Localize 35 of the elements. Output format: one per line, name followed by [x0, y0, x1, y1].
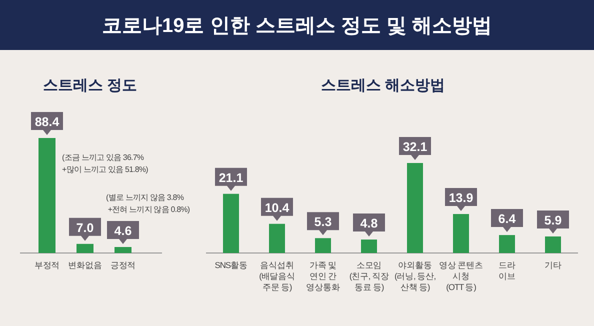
x-tick-label: 기타: [544, 260, 562, 270]
annotation: (조금 느끼고 있음 36.7% +많이 느끼고 있음 51.8%): [62, 153, 149, 174]
x-tick-label: 영상 콘텐츠 시청 (OTT 등): [439, 260, 484, 292]
data-label: 7.0: [76, 220, 94, 235]
x-tick-label: 가족 및 연인 간 영상통화: [306, 260, 340, 292]
data-label: 5.3: [314, 215, 332, 230]
data-label: 21.1: [218, 170, 244, 185]
data-label: 10.4: [264, 200, 290, 215]
bar: [315, 238, 331, 253]
bar: [407, 163, 423, 253]
x-tick-label: 소모임 (친구, 직장 동료 등): [349, 260, 390, 292]
x-tick-label: 야외활동 (러닝, 등산, 산책 등): [394, 260, 436, 292]
data-label: 4.6: [114, 224, 132, 238]
data-label: 13.9: [448, 191, 474, 206]
text: 코로나19로 인한 스트레스 정도 및 해소방법: [102, 15, 492, 37]
bar: [453, 214, 469, 253]
x-tick-label: 변화없음: [68, 260, 102, 270]
data-label: 5.9: [544, 213, 562, 228]
bar: [269, 224, 285, 253]
data-label: 6.4: [498, 212, 516, 226]
data-label: 88.4: [34, 115, 60, 129]
chart-title: 스트레스 해소방법: [320, 77, 446, 94]
bar: [361, 240, 377, 253]
annotation: (별로 느끼지 않음 3.8% +전혀 느끼지 않음 0.8%): [106, 193, 190, 214]
bar: [223, 194, 239, 253]
x-tick-label: 드라 이브: [498, 260, 516, 281]
x-tick-label: SNS활동: [214, 260, 248, 270]
chart-title: 스트레스 정도: [42, 77, 138, 94]
x-tick-label: 긍정적: [110, 260, 136, 270]
x-tick-label: 음식섭취 (배달음식 주문 등): [259, 260, 295, 292]
bar: [545, 236, 561, 253]
bar: [499, 235, 515, 253]
data-label: 4.8: [360, 216, 378, 231]
data-label: 32.1: [402, 140, 428, 154]
x-tick-label: 부정적: [34, 260, 60, 270]
